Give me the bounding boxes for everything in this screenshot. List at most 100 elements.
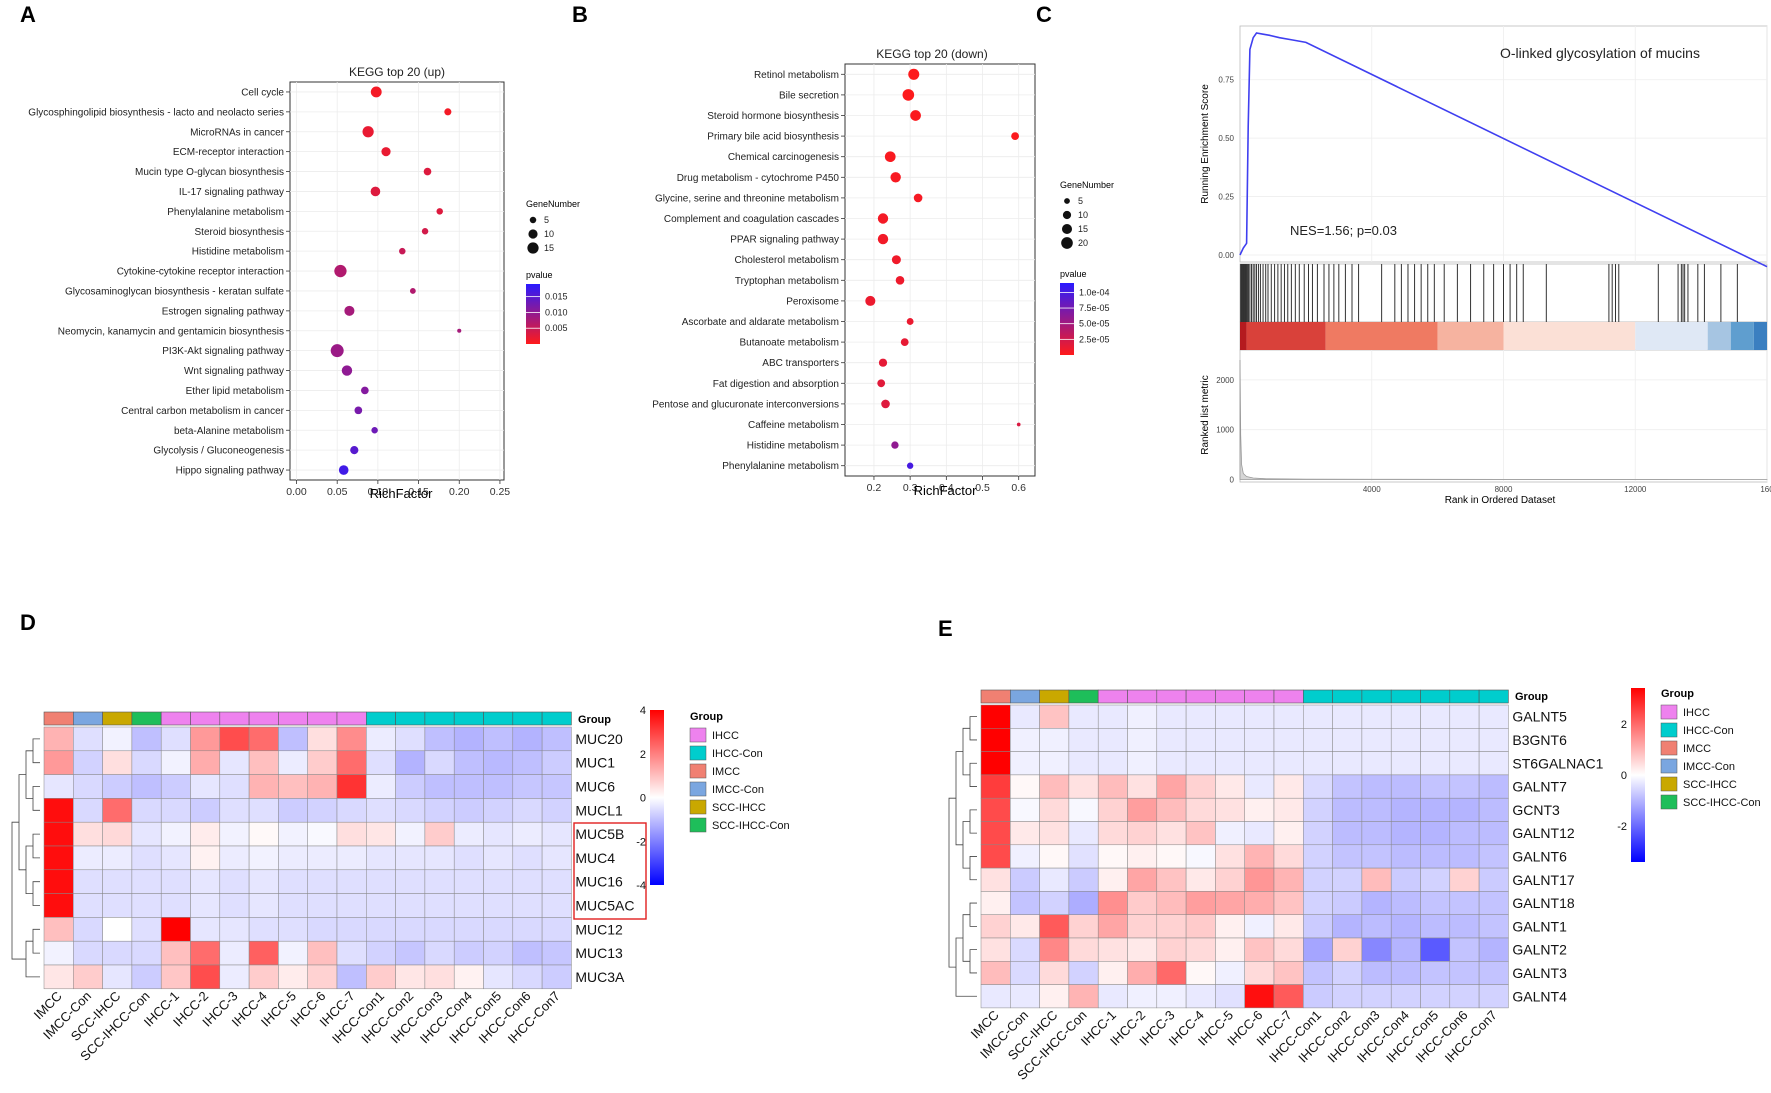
heatmap-cell (278, 798, 308, 823)
heatmap-cell (336, 726, 367, 752)
heatmap-cell (1273, 728, 1304, 752)
heatmap-cell (424, 845, 455, 871)
panel-a-size-legend: 5 10 15 (527, 215, 554, 254)
panel-b-title: KEGG top 20 (down) (876, 47, 987, 61)
heatmap-cell (512, 893, 543, 918)
y-tick-label: 0 (1230, 476, 1235, 485)
dendrogram-branch (18, 774, 26, 871)
color-scale-label: -2 (636, 836, 646, 848)
heatmap-cell (1244, 821, 1275, 846)
heatmap-cell (1361, 914, 1392, 939)
heatmap-cell (278, 750, 308, 775)
term-label: Caffeine metabolism (748, 420, 839, 431)
heatmap-cell (541, 964, 572, 990)
row-label: ST6GALNAC1 (1512, 755, 1603, 771)
heatmap-cell (1215, 984, 1245, 1009)
dendrogram-branch (32, 738, 40, 764)
heatmap-cell (1449, 914, 1480, 939)
heatmap-cell (1390, 914, 1421, 939)
panel-a-x-label: RichFactor (370, 486, 434, 501)
heatmap-cell (541, 821, 572, 847)
heatmap-cell (131, 917, 162, 942)
term-label: Steroid hormone biosynthesis (707, 111, 839, 122)
heatmap-cell (160, 726, 191, 752)
rank-bar-segment (1730, 322, 1754, 350)
group-bar-cell (541, 711, 572, 726)
heatmap-cell (278, 774, 308, 799)
heatmap-cell (483, 893, 514, 918)
heatmap-cell (395, 750, 426, 775)
heatmap-cell (248, 964, 279, 990)
heatmap-cell (43, 750, 74, 775)
heatmap-cell (1010, 867, 1040, 892)
term-label: Estrogen signaling pathway (162, 306, 284, 317)
panel-b-grid (845, 64, 1035, 476)
heatmap-cell (1361, 961, 1392, 985)
heatmap-cell (1244, 914, 1275, 939)
color-scale-label: 0 (1621, 770, 1627, 782)
heatmap-cell (1332, 961, 1363, 985)
data-point (361, 386, 369, 395)
panel-b-color-legend: 1.0e-04 7.5e-05 5.0e-05 2.5e-05 (1060, 283, 1110, 355)
heatmap-cell (1478, 914, 1509, 939)
heatmap-cell (1010, 937, 1040, 962)
heatmap-cell (160, 917, 191, 942)
heatmap-cell (248, 774, 279, 799)
heatmap-cell (1332, 728, 1363, 752)
group-legend-label: SCC-IHCC (1683, 779, 1737, 791)
panel-c-hit-marks (1240, 264, 1738, 322)
heatmap-cell (102, 821, 133, 847)
heatmap-cell (1215, 844, 1245, 869)
term-label: Ascorbate and aldarate metabolism (682, 317, 839, 328)
heatmap-cell (1068, 704, 1099, 729)
heatmap-cell (131, 774, 162, 799)
heatmap-cell (1097, 821, 1128, 846)
data-point (457, 328, 462, 333)
term-label: Complement and coagulation cascades (664, 214, 839, 225)
dendrogram-branch (969, 809, 977, 834)
data-point (444, 108, 452, 116)
heatmap-cell (1185, 937, 1216, 962)
heatmap-cell (131, 893, 162, 918)
panel-label-e: E (938, 616, 953, 641)
term-label: Tryptophan metabolism (735, 276, 839, 287)
heatmap-cell (1244, 774, 1275, 799)
data-point (891, 441, 899, 449)
heatmap-cell (102, 964, 133, 990)
row-label: MUC4 (575, 850, 615, 866)
heatmap-cell (1097, 937, 1128, 962)
heatmap-cell (278, 869, 308, 894)
term-label: Peroxisome (786, 296, 839, 307)
heatmap-cell (1449, 844, 1480, 869)
heatmap-cell (483, 964, 514, 990)
panel-e-dendrogram (948, 716, 977, 997)
heatmap-cell (1215, 961, 1245, 985)
y-tick-label: 2000 (1216, 376, 1234, 385)
size-legend-label: 15 (1078, 224, 1088, 234)
row-label: MUC1 (575, 755, 615, 771)
heatmap-cell (1478, 821, 1509, 846)
panel-d-color-scale: 4 2 0 -2 -4 (636, 705, 664, 892)
heatmap-cell (512, 726, 543, 752)
heatmap-cell (278, 845, 308, 871)
data-point (371, 427, 378, 434)
heatmap-cell (366, 750, 396, 775)
heatmap-cell (1156, 961, 1187, 985)
data-point (381, 147, 391, 157)
heatmap-cell (453, 917, 484, 942)
heatmap-cell (190, 774, 221, 799)
data-point (338, 465, 349, 475)
heatmap-cell (1127, 704, 1158, 729)
heatmap-cell (1420, 914, 1451, 939)
group-legend-label: IMCC (1683, 743, 1711, 755)
heatmap-cell (1449, 821, 1480, 846)
data-point (891, 255, 901, 265)
group-bar-cell (1273, 689, 1304, 704)
heatmap-cell (1185, 961, 1216, 985)
heatmap-cell (1039, 774, 1070, 799)
row-label: GALNT2 (1512, 942, 1567, 958)
heatmap-cell (1390, 844, 1421, 869)
heatmap-cell (980, 937, 1011, 962)
panel-a-points (330, 86, 462, 475)
rank-bar-segment (1753, 322, 1767, 350)
